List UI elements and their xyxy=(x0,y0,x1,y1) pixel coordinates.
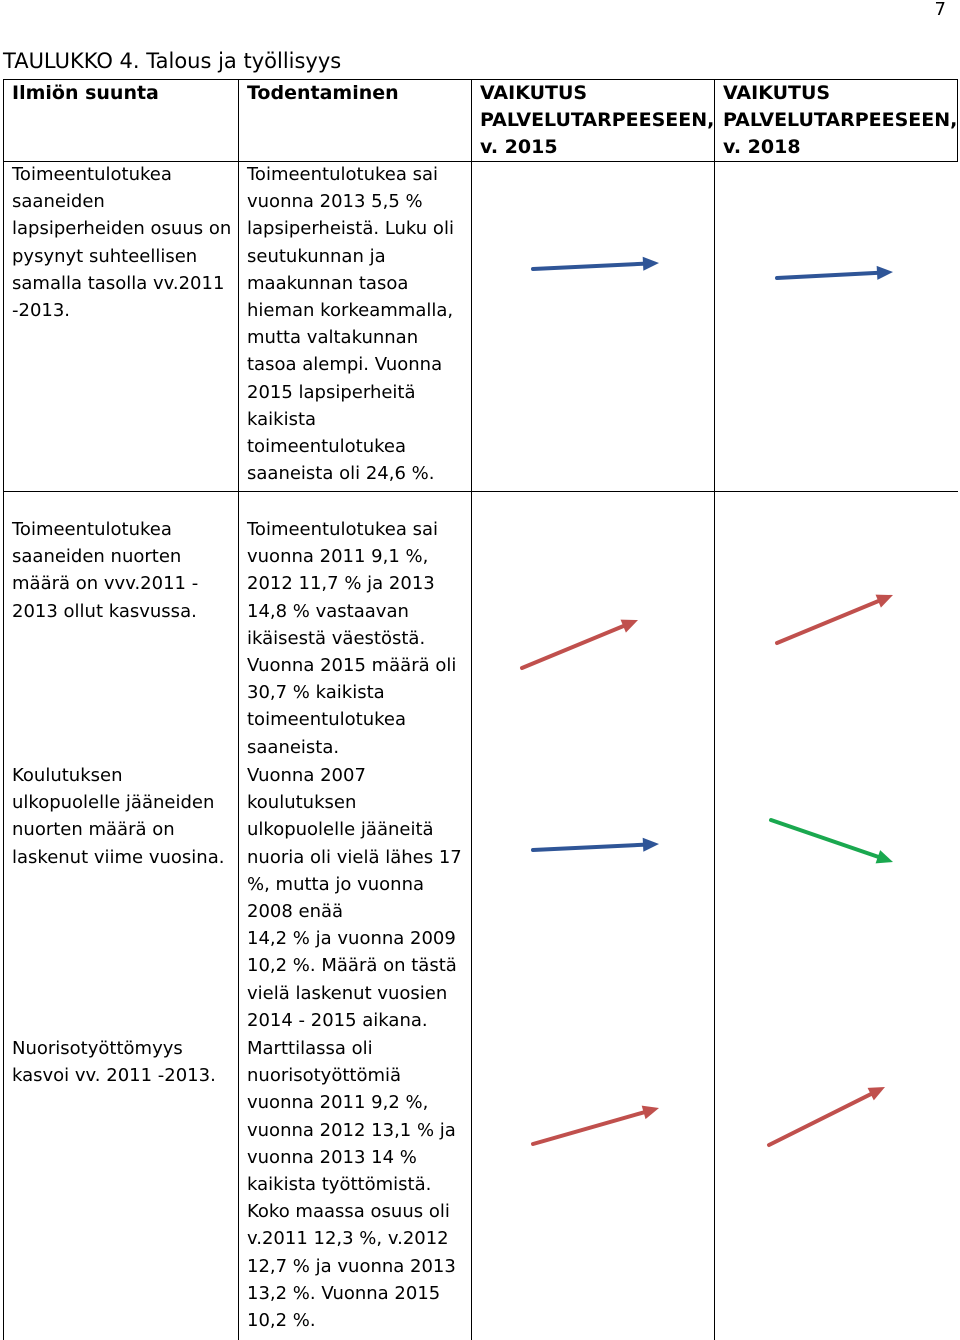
row-1-verification: Toimeentulotukea sai vuonna 2013 5,5 % l… xyxy=(247,164,454,485)
table-column-divider xyxy=(238,79,239,1340)
table-header-divider xyxy=(3,161,958,162)
row-2-direction: Toimeentulotukea saaneiden nuorten määrä… xyxy=(12,519,199,622)
arrow-head xyxy=(875,594,893,608)
row-4-verification: Marttilassa oli nuorisotyöttömiä vuonna … xyxy=(247,1038,456,1332)
row-1-impact-2015-arrow-icon xyxy=(531,256,659,271)
row-4-impact-2018-arrow-icon xyxy=(767,1087,885,1147)
row-4-direction: Nuorisotyöttömyys kasvoi vv. 2011 -2013. xyxy=(12,1038,216,1087)
arrow-shaft xyxy=(769,818,880,859)
arrow-head xyxy=(641,1105,659,1120)
table-title: TAULUKKO 4. Talous ja työllisyys xyxy=(3,49,342,73)
arrow-head xyxy=(620,619,638,633)
arrow-shaft xyxy=(775,270,880,280)
page-number: 7 xyxy=(934,0,946,20)
row-3-impact-2018-arrow-icon xyxy=(769,818,893,864)
header-direction: Ilmiön suunta xyxy=(12,82,159,104)
row-3-impact-2015-arrow-icon xyxy=(531,837,659,852)
table-border-left xyxy=(3,79,4,1340)
table-column-divider xyxy=(714,79,715,1340)
arrow-shaft xyxy=(531,842,646,852)
row-4-impact-2015-arrow-icon xyxy=(531,1105,659,1146)
row-2-impact-2018-arrow-icon xyxy=(775,594,893,645)
arrow-head xyxy=(875,850,893,864)
row-2-verification: Toimeentulotukea sai vuonna 2011 9,1 %, … xyxy=(247,519,457,758)
table-border-right xyxy=(957,79,958,161)
economy-employment-table: Ilmiön suunta Todentaminen VAIKUTUS PALV… xyxy=(3,79,958,1340)
arrow-head xyxy=(876,265,893,280)
table-border-top xyxy=(3,79,958,80)
arrow-head xyxy=(867,1087,885,1101)
header-impact-2015: VAIKUTUS PALVELUTARPEESEEN, v. 2015 xyxy=(480,82,715,158)
row-3-direction: Koulutuksen ulkopuolelle jääneiden nuort… xyxy=(12,765,225,868)
arrow-shaft xyxy=(775,599,881,645)
row-1-impact-2018-arrow-icon xyxy=(775,265,893,280)
arrow-shaft xyxy=(767,1092,873,1147)
arrow-shaft xyxy=(531,261,646,271)
arrow-shaft xyxy=(520,624,626,670)
table-column-divider xyxy=(471,79,472,1340)
row-3-verification: Vuonna 2007 koulutuksen ulkopuolelle jää… xyxy=(247,765,462,1031)
header-verification: Todentaminen xyxy=(247,82,399,104)
row-2-impact-2015-arrow-icon xyxy=(520,619,638,670)
table-row-divider xyxy=(3,491,958,492)
arrow-shaft xyxy=(531,1110,646,1146)
row-1-direction: Toimeentulotukea saaneiden lapsiperheide… xyxy=(12,164,232,322)
header-impact-2018: VAIKUTUS PALVELUTARPEESEEN, v. 2018 xyxy=(723,82,958,158)
arrow-head xyxy=(642,837,659,852)
arrow-head xyxy=(642,256,659,271)
